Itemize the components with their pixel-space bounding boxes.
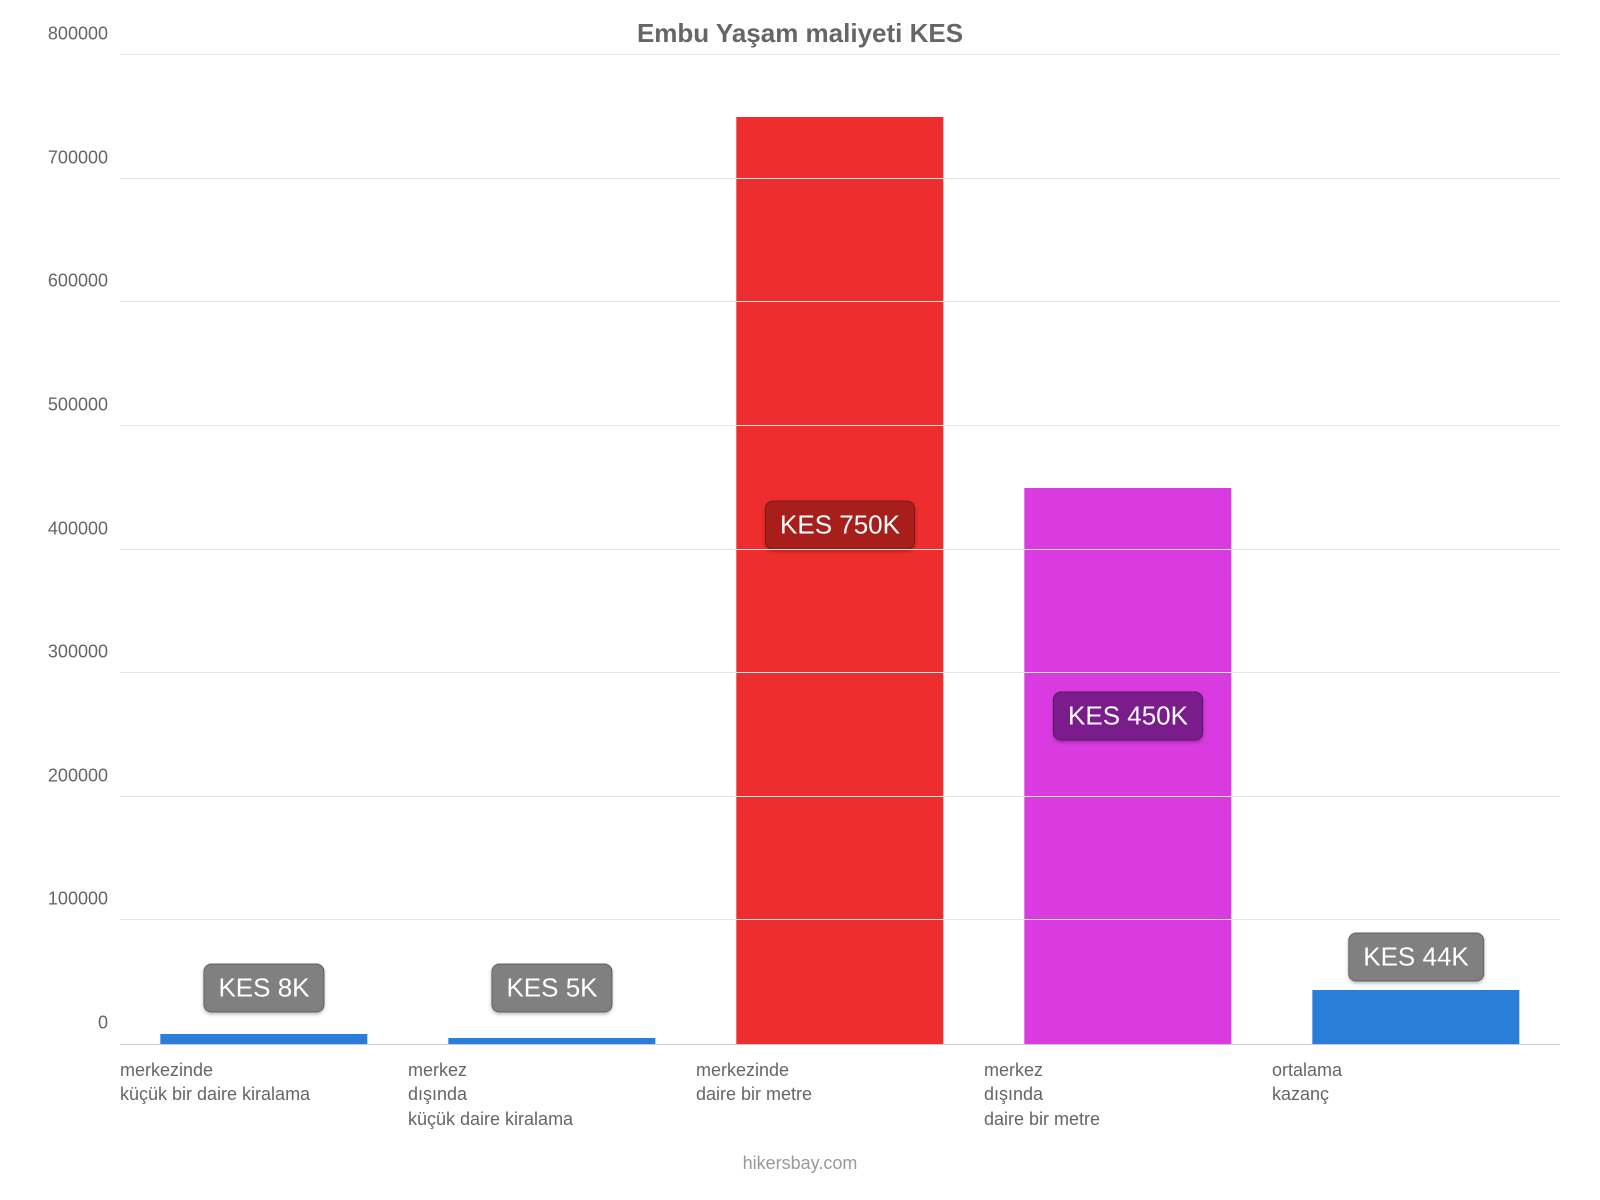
bar-slot: KES 450Kmerkez dışında daire bir metre: [984, 55, 1272, 1044]
grid-line: [120, 672, 1560, 673]
y-tick-label: 0: [98, 1013, 120, 1034]
credit-text: hikersbay.com: [0, 1153, 1600, 1174]
y-tick-label: 800000: [48, 24, 120, 45]
y-tick-label: 600000: [48, 271, 120, 292]
y-tick-label: 200000: [48, 765, 120, 786]
bar: [1024, 488, 1231, 1044]
bars-layer: KES 8Kmerkezinde küçük bir daire kiralam…: [120, 55, 1560, 1044]
x-tick-label: merkez dışında küçük daire kiralama: [408, 1044, 573, 1131]
value-badge: KES 44K: [1348, 933, 1484, 982]
value-badge: KES 750K: [765, 500, 915, 549]
grid-line: [120, 919, 1560, 920]
y-tick-label: 100000: [48, 889, 120, 910]
bar: [736, 117, 943, 1044]
y-tick-label: 300000: [48, 642, 120, 663]
y-tick-label: 500000: [48, 394, 120, 415]
cost-of-living-chart: Embu Yaşam maliyeti KES KES 8Kmerkezinde…: [0, 0, 1600, 1200]
bar: [1312, 990, 1519, 1044]
chart-title: Embu Yaşam maliyeti KES: [0, 18, 1600, 49]
plot-area: KES 8Kmerkezinde küçük bir daire kiralam…: [120, 55, 1560, 1045]
y-tick-label: 400000: [48, 518, 120, 539]
grid-line: [120, 178, 1560, 179]
value-badge: KES 8K: [203, 964, 324, 1013]
grid-line: [120, 54, 1560, 55]
value-badge: KES 450K: [1053, 692, 1203, 741]
bar-slot: KES 5Kmerkez dışında küçük daire kiralam…: [408, 55, 696, 1044]
grid-line: [120, 549, 1560, 550]
grid-line: [120, 1043, 1560, 1044]
bar-slot: KES 8Kmerkezinde küçük bir daire kiralam…: [120, 55, 408, 1044]
x-tick-label: merkezinde daire bir metre: [696, 1044, 812, 1107]
bar-slot: KES 44Kortalama kazanç: [1272, 55, 1560, 1044]
bar-slot: KES 750Kmerkezinde daire bir metre: [696, 55, 984, 1044]
x-tick-label: merkezinde küçük bir daire kiralama: [120, 1044, 310, 1107]
x-tick-label: merkez dışında daire bir metre: [984, 1044, 1100, 1131]
grid-line: [120, 796, 1560, 797]
value-badge: KES 5K: [491, 964, 612, 1013]
grid-line: [120, 301, 1560, 302]
y-tick-label: 700000: [48, 147, 120, 168]
grid-line: [120, 425, 1560, 426]
x-tick-label: ortalama kazanç: [1272, 1044, 1342, 1107]
